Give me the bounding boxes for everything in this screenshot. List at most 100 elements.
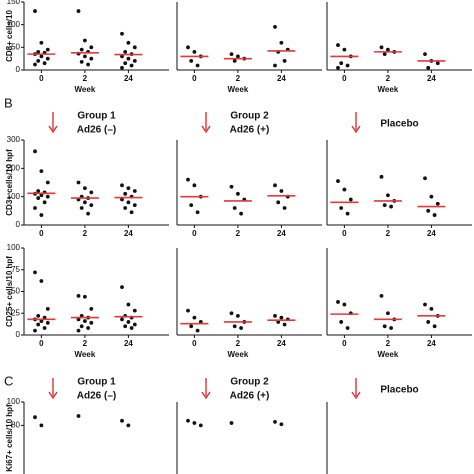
y-tick-label: 75 xyxy=(11,265,20,274)
point xyxy=(389,204,393,209)
point xyxy=(89,190,94,195)
point xyxy=(42,200,47,205)
point xyxy=(132,59,137,63)
x-tick-label: 0 xyxy=(342,229,347,238)
point xyxy=(386,311,390,316)
point xyxy=(36,313,41,318)
x-tick-label: 0 xyxy=(192,339,197,348)
point xyxy=(120,65,124,70)
point xyxy=(39,54,44,59)
point xyxy=(186,308,190,313)
point xyxy=(126,186,131,191)
point xyxy=(379,45,384,50)
point xyxy=(39,169,44,174)
point xyxy=(232,324,237,329)
section-label: B xyxy=(4,95,13,110)
x-axis-label: Week xyxy=(378,350,399,359)
group-label: Placebo xyxy=(380,385,418,396)
point xyxy=(236,54,240,59)
point xyxy=(45,320,50,325)
point xyxy=(83,54,87,59)
point xyxy=(382,52,387,57)
point xyxy=(123,61,128,66)
point xyxy=(45,307,50,311)
group-label: Group 1 xyxy=(77,377,116,388)
point xyxy=(126,56,131,61)
section-label: C xyxy=(4,373,13,388)
point xyxy=(342,47,347,52)
point xyxy=(192,421,197,425)
point xyxy=(232,59,237,63)
arrow-head xyxy=(48,125,58,134)
point xyxy=(86,62,90,67)
point xyxy=(273,313,277,318)
group-label: Group 1 xyxy=(77,111,116,122)
point xyxy=(382,324,387,329)
point xyxy=(79,206,84,210)
point xyxy=(336,65,340,70)
x-tick-label: 0 xyxy=(342,339,347,348)
point xyxy=(132,189,137,193)
point xyxy=(386,193,390,198)
point xyxy=(33,270,37,275)
arrow-head xyxy=(201,125,211,134)
y-axis-label: Ki67+ cells/10 hpf xyxy=(5,404,14,472)
point xyxy=(189,59,194,63)
point xyxy=(126,302,131,307)
point xyxy=(129,210,134,215)
point xyxy=(239,211,244,216)
point xyxy=(33,9,37,13)
group-label: Group 2 xyxy=(230,377,269,388)
x-axis-label: Week xyxy=(378,85,399,94)
point xyxy=(229,184,234,189)
point xyxy=(229,52,234,57)
point xyxy=(195,63,200,68)
point xyxy=(126,320,131,324)
point xyxy=(79,324,84,329)
x-tick-label: 24 xyxy=(124,339,133,348)
group-label: Placebo xyxy=(380,119,418,130)
point xyxy=(339,320,344,324)
point xyxy=(336,43,340,47)
point xyxy=(432,324,437,329)
y-tick-label: 50 xyxy=(11,42,20,51)
y-tick-label: 100 xyxy=(7,20,21,29)
point xyxy=(126,200,131,205)
point xyxy=(229,311,234,316)
point xyxy=(389,326,393,330)
point xyxy=(120,197,124,202)
point xyxy=(86,211,90,216)
y-tick-label: 0 xyxy=(16,220,21,229)
point xyxy=(76,328,81,333)
point xyxy=(348,197,353,202)
point xyxy=(33,149,37,154)
y-tick-label: 25 xyxy=(11,308,20,317)
point xyxy=(345,63,350,68)
point xyxy=(123,324,128,329)
point xyxy=(339,61,344,66)
x-axis-label: Week xyxy=(228,85,249,94)
x-tick-label: 0 xyxy=(39,229,44,238)
point xyxy=(39,193,44,198)
x-tick-label: 0 xyxy=(39,339,44,348)
point xyxy=(423,52,427,57)
x-tick-label: 2 xyxy=(386,339,391,348)
point xyxy=(186,418,190,423)
x-tick-label: 24 xyxy=(124,229,133,238)
point xyxy=(120,54,124,59)
y-tick-label: 150 xyxy=(7,0,21,6)
point xyxy=(89,307,94,311)
point xyxy=(45,180,50,185)
point xyxy=(435,201,440,206)
y-axis-label: CD8+ cells/10 xyxy=(5,10,14,62)
point xyxy=(39,40,44,45)
x-tick-label: 2 xyxy=(386,74,391,83)
point xyxy=(342,302,347,307)
y-tick-label: 100 xyxy=(7,397,21,406)
point xyxy=(282,59,287,63)
point xyxy=(435,61,440,66)
point xyxy=(273,183,277,188)
group-label: Ad26 (+) xyxy=(230,125,270,136)
point xyxy=(36,59,41,63)
x-tick-label: 2 xyxy=(83,74,88,83)
